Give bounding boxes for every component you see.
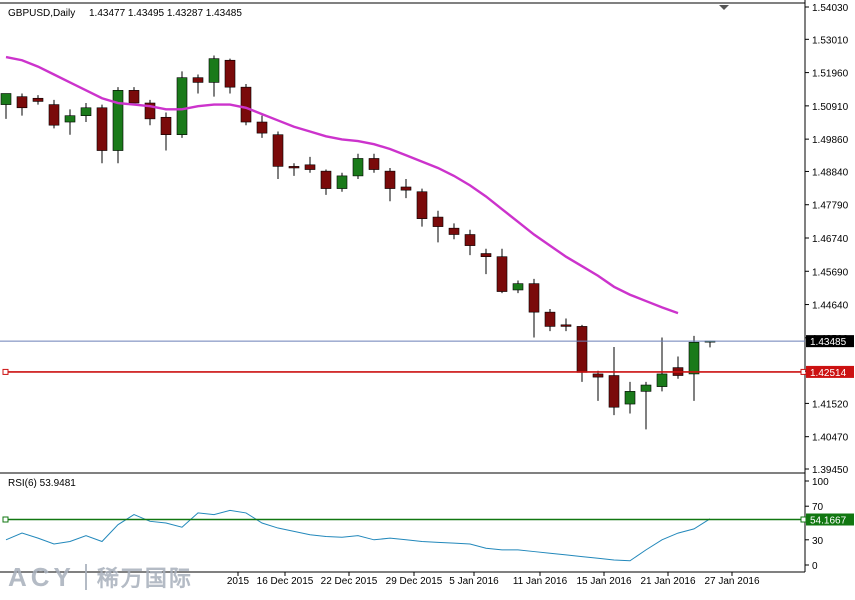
- bear-candle: [384, 170, 396, 189]
- bear-candle: [416, 191, 428, 219]
- bull-candle: [336, 175, 348, 189]
- acy-logo: ACY: [8, 561, 75, 592]
- bull-candle: [0, 93, 12, 105]
- price-tick-label: 1.50910: [812, 102, 849, 113]
- bear-candle: [432, 216, 444, 227]
- price-tick-label: 1.44640: [812, 301, 849, 312]
- bear-candle: [32, 97, 44, 102]
- moving-average-line: [5, 55, 679, 315]
- time-tick-label: 2015: [227, 576, 250, 587]
- current-price-label: 1.43485: [810, 337, 847, 348]
- bear-candle: [288, 166, 300, 169]
- time-tick-label: 15 Jan 2016: [576, 576, 631, 587]
- price-tick-label: 1.45690: [812, 267, 849, 278]
- level-handle-left: [2, 368, 9, 375]
- bear-candle: [224, 59, 236, 88]
- level-handle-right: [800, 368, 807, 375]
- rsi-tick-label: 70: [812, 502, 824, 513]
- bull-candle: [176, 77, 188, 135]
- bear-candle: [256, 121, 268, 134]
- time-tick-label: 5 Jan 2016: [449, 576, 499, 587]
- bear-candle: [192, 77, 204, 83]
- price-tick-label: 1.53010: [812, 35, 849, 46]
- rsi-level-handle-left: [2, 516, 9, 523]
- bear-candle: [272, 134, 284, 167]
- bear-candle: [448, 227, 460, 235]
- bull-candle: [624, 391, 636, 405]
- bear-candle: [16, 96, 28, 109]
- ohlc-readout: 1.43477 1.43495 1.43287 1.43485: [89, 8, 242, 19]
- bear-candle: [96, 107, 108, 151]
- bear-candle: [304, 164, 316, 170]
- bear-candle: [240, 86, 252, 123]
- price-tick-label: 1.51960: [812, 69, 849, 80]
- bear-candle: [144, 102, 156, 120]
- price-tick-label: 1.39450: [812, 465, 849, 476]
- rsi-level-badge: [806, 513, 854, 526]
- bear-candle: [496, 256, 508, 292]
- rsi-tick-label: 0: [812, 561, 818, 572]
- time-tick-label: 16 Dec 2015: [257, 576, 314, 587]
- price-tick-label: 1.41520: [812, 399, 849, 410]
- bear-candle: [576, 326, 588, 373]
- bull-candle: [112, 90, 124, 151]
- bull-candle: [656, 373, 668, 387]
- bear-candle: [608, 375, 620, 408]
- time-tick-label: 22 Dec 2015: [321, 576, 378, 587]
- bear-candle: [160, 116, 172, 135]
- bull-candle: [352, 158, 364, 177]
- time-tick-label: 27 Jan 2016: [704, 576, 759, 587]
- bear-candle: [528, 283, 540, 313]
- time-tick-label: 21 Jan 2016: [640, 576, 695, 587]
- bear-candle: [560, 324, 572, 327]
- bull-candle: [64, 115, 76, 123]
- shift-arrow-icon[interactable]: [719, 5, 729, 10]
- bull-candle: [80, 107, 92, 116]
- watermark-separator: [84, 564, 87, 590]
- bull-candle: [640, 384, 652, 392]
- price-tick-label: 1.40470: [812, 433, 849, 444]
- rsi-line: [5, 509, 711, 562]
- bear-candle: [368, 158, 380, 170]
- price-tick-label: 1.54030: [812, 3, 849, 14]
- level-price-badge: [806, 365, 854, 378]
- level-price-label: 1.42514: [810, 368, 847, 379]
- rsi-tick-label: 100: [812, 477, 829, 488]
- price-tick-label: 1.46740: [812, 234, 849, 245]
- price-tick-label: 1.47790: [812, 201, 849, 212]
- bear-candle: [592, 373, 604, 378]
- bull-candle: [512, 283, 524, 291]
- bear-candle: [400, 186, 412, 191]
- rsi-title: RSI(6) 53.9481: [8, 478, 76, 489]
- bear-candle: [464, 234, 476, 246]
- bull-candle: [208, 58, 220, 83]
- current-price-badge: [806, 335, 854, 348]
- price-tick-label: 1.48840: [812, 167, 849, 178]
- chart-title: GBPUSD,Daily: [8, 8, 75, 19]
- bear-candle: [320, 170, 332, 189]
- bull-candle: [688, 341, 700, 375]
- bear-candle: [480, 253, 492, 257]
- acy-watermark: ACY 稀万国际: [8, 560, 193, 594]
- bear-candle: [128, 90, 140, 104]
- time-tick-label: 11 Jan 2016: [513, 576, 568, 587]
- price-tick-label: 1.49860: [812, 135, 849, 146]
- bear-candle: [48, 104, 60, 126]
- time-tick-label: 29 Dec 2015: [386, 576, 443, 587]
- rsi-level-handle-right: [800, 516, 807, 523]
- bear-candle: [544, 311, 556, 327]
- rsi-level-label: 54.1667: [810, 516, 847, 527]
- rsi-tick-label: 30: [812, 536, 824, 547]
- acy-chinese-logo: 稀万国际: [96, 566, 193, 591]
